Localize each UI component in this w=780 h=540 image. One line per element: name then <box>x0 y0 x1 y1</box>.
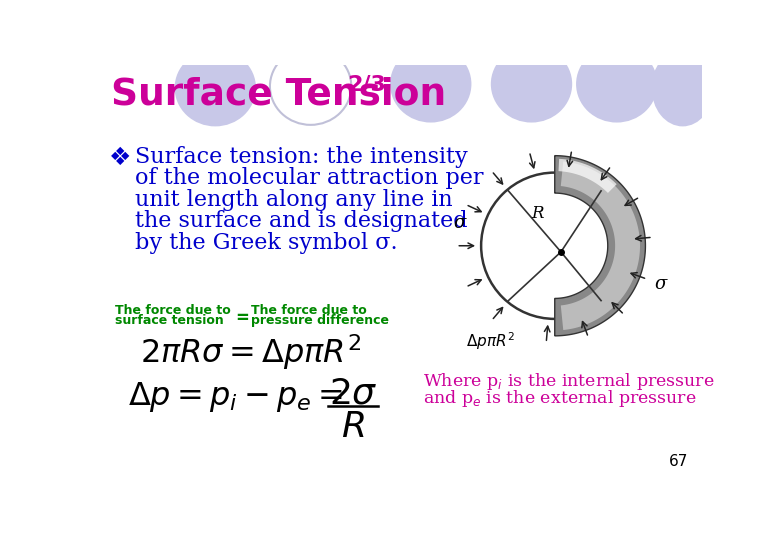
Text: surface tension: surface tension <box>115 314 223 327</box>
Text: Surface tension: the intensity: Surface tension: the intensity <box>135 146 467 167</box>
Text: and p$_e$ is the external pressure: and p$_e$ is the external pressure <box>423 388 697 409</box>
Text: of the molecular attraction per: of the molecular attraction per <box>135 167 483 189</box>
Text: ❖: ❖ <box>109 146 132 170</box>
Polygon shape <box>558 159 617 193</box>
Text: 2/3: 2/3 <box>347 74 386 94</box>
Text: σ: σ <box>453 214 466 232</box>
Ellipse shape <box>576 45 658 123</box>
Text: $R$: $R$ <box>342 410 365 444</box>
Polygon shape <box>555 156 645 336</box>
Text: σ: σ <box>654 275 667 293</box>
Text: $2\sigma$: $2\sigma$ <box>329 377 378 410</box>
Text: 67: 67 <box>668 454 688 469</box>
Ellipse shape <box>390 45 471 123</box>
Polygon shape <box>561 161 640 330</box>
Text: =: = <box>236 309 250 327</box>
Ellipse shape <box>175 49 256 126</box>
Ellipse shape <box>651 49 714 126</box>
Text: the surface and is designated: the surface and is designated <box>135 211 467 232</box>
Text: Where p$_i$ is the internal pressure: Where p$_i$ is the internal pressure <box>423 372 714 392</box>
Text: unit length along any line in: unit length along any line in <box>135 189 452 211</box>
Text: Surface Tension: Surface Tension <box>112 76 447 112</box>
Text: R: R <box>531 205 544 222</box>
Text: The force due to: The force due to <box>115 303 230 316</box>
Text: $\Delta p\pi R^2$: $\Delta p\pi R^2$ <box>466 330 514 352</box>
Text: The force due to: The force due to <box>251 303 367 316</box>
Ellipse shape <box>491 45 573 123</box>
Text: $2\pi R\sigma = \Delta p\pi R^2$: $2\pi R\sigma = \Delta p\pi R^2$ <box>140 333 361 373</box>
Text: pressure difference: pressure difference <box>251 314 389 327</box>
Text: $\Delta p = p_i - p_e =$: $\Delta p = p_i - p_e =$ <box>129 381 343 415</box>
Text: by the Greek symbol σ.: by the Greek symbol σ. <box>135 232 397 254</box>
